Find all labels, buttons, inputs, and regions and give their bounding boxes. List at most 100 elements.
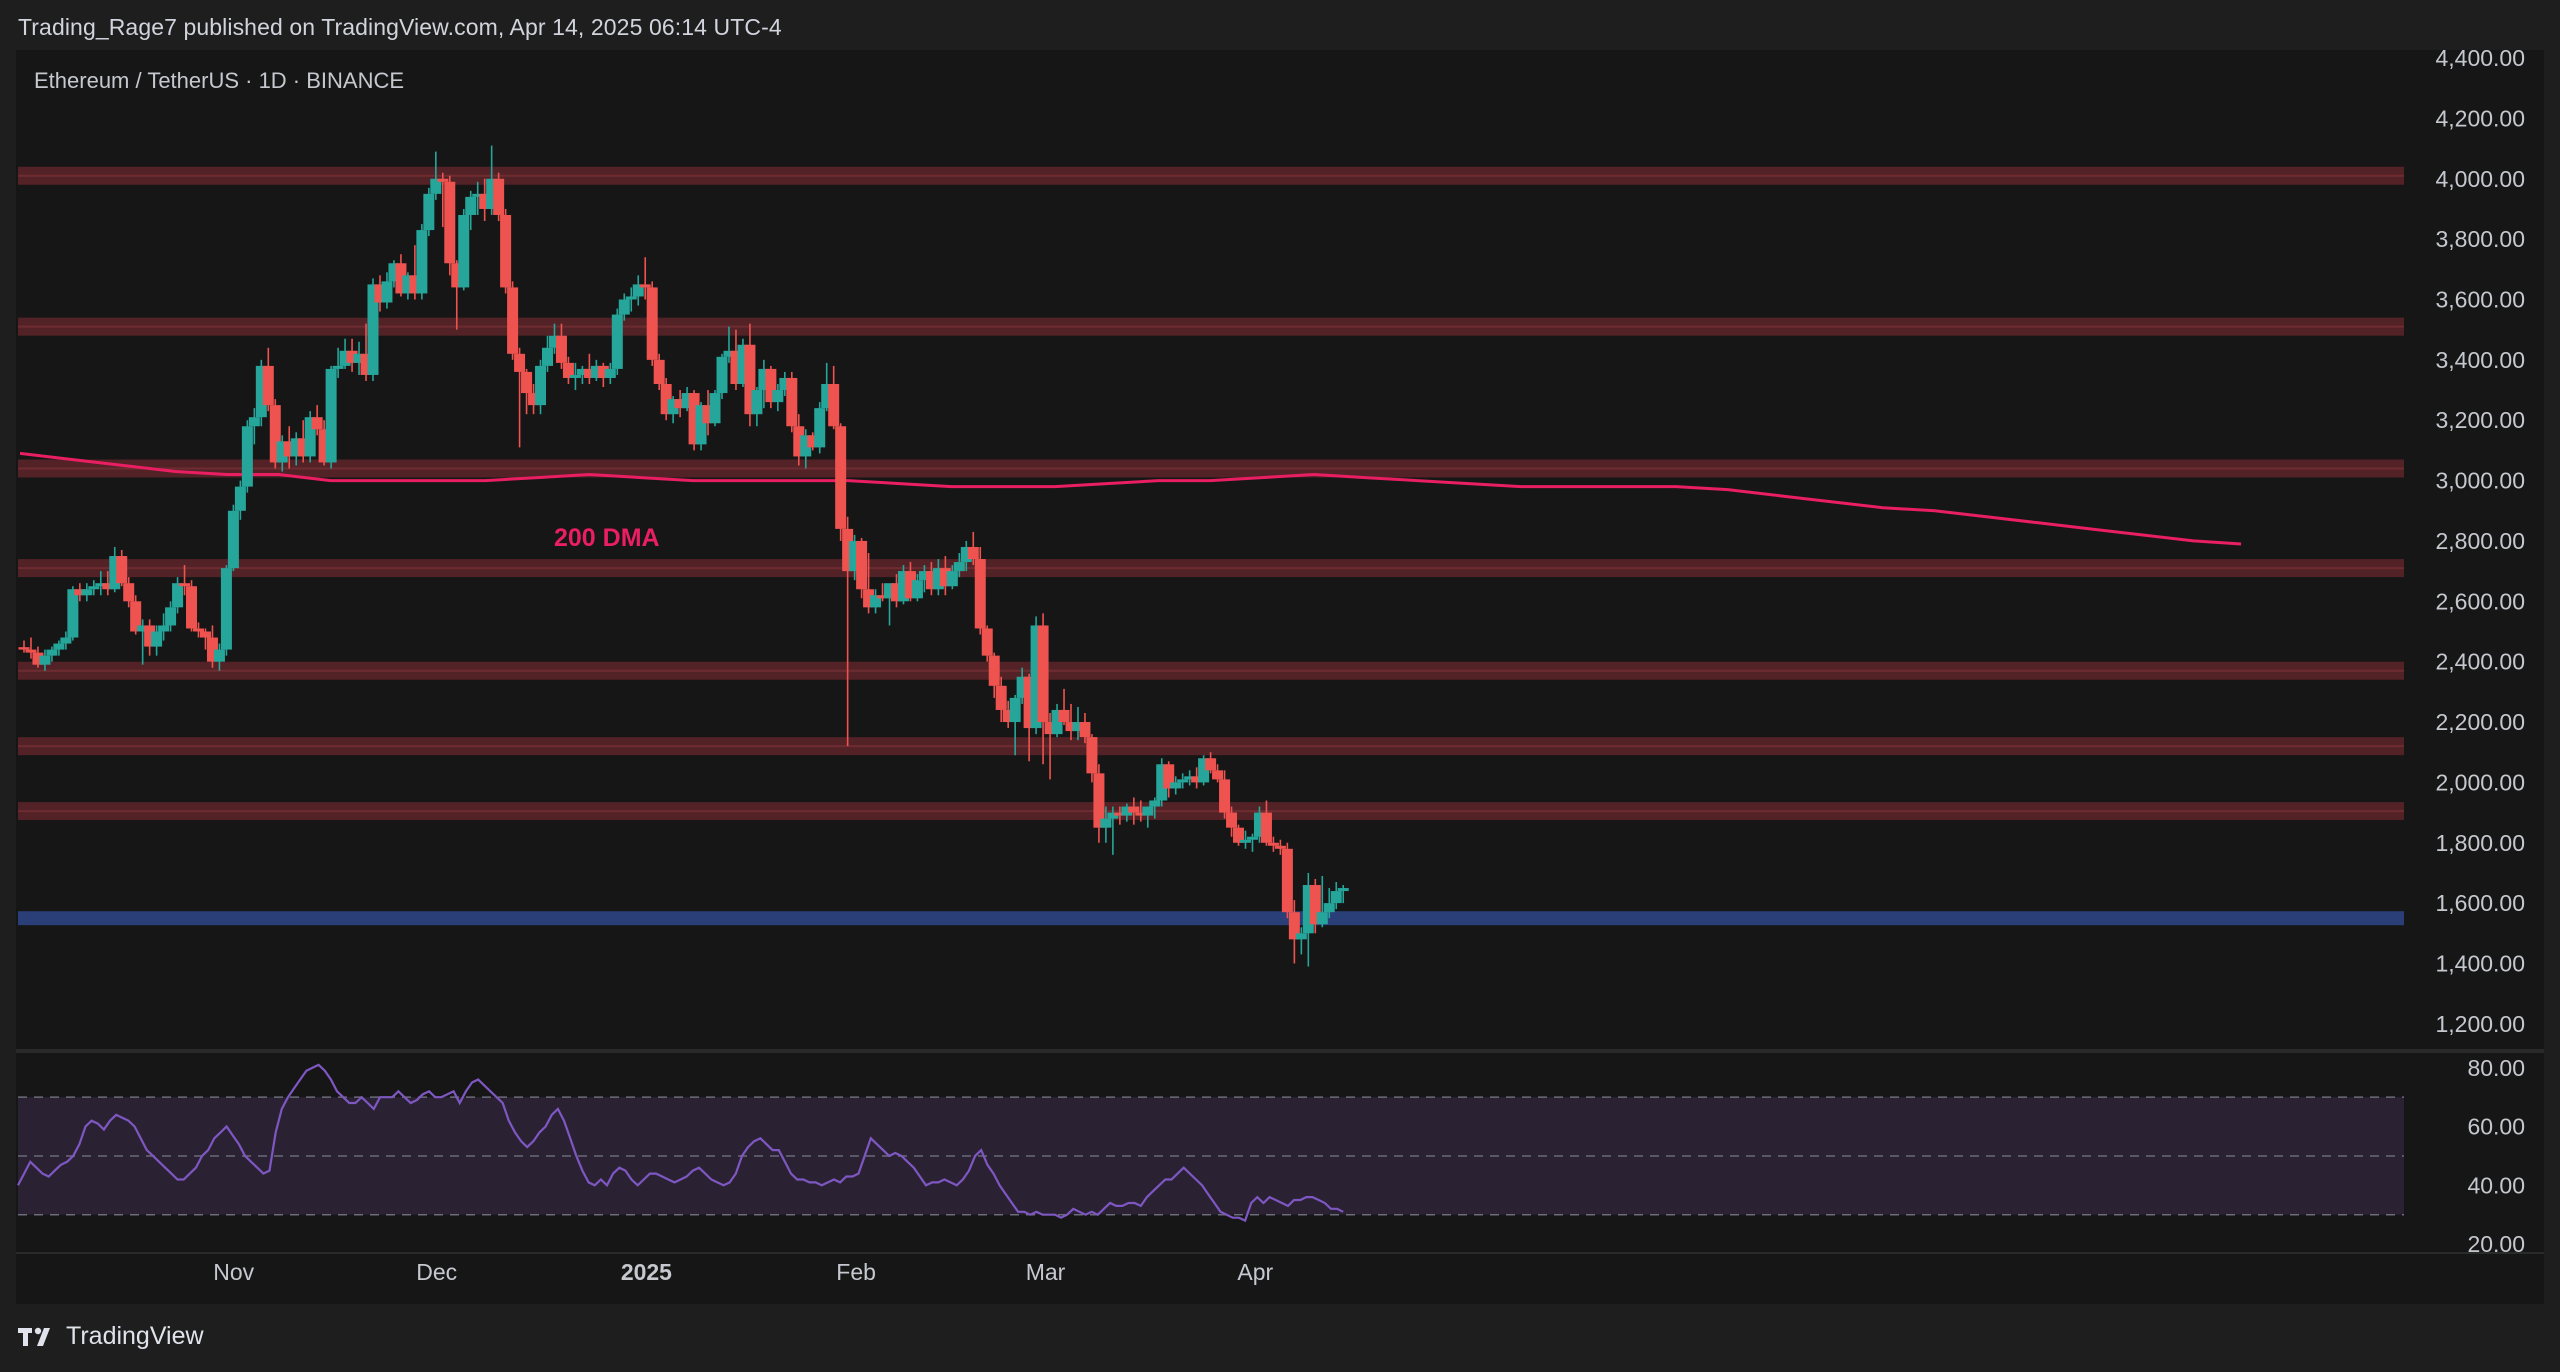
candle xyxy=(1163,761,1175,798)
candle xyxy=(1233,824,1245,846)
candle xyxy=(1072,706,1084,741)
axes-layer: 4,400.00 4,200.00 4,000.00 3,800.00 3,600.00… xyxy=(16,45,2544,1285)
candle xyxy=(709,390,721,427)
candle-body xyxy=(88,586,100,590)
candle-body xyxy=(604,368,616,378)
candle xyxy=(88,580,100,596)
candle xyxy=(172,577,184,614)
candle-body xyxy=(835,426,847,529)
candle xyxy=(1170,776,1182,795)
candle-body xyxy=(479,193,491,209)
candle xyxy=(765,365,777,409)
candle xyxy=(897,565,909,605)
candle xyxy=(130,595,142,635)
candle-body xyxy=(800,435,812,457)
candle xyxy=(576,365,588,384)
candle-body xyxy=(744,344,756,415)
candle-body xyxy=(32,652,44,665)
candle xyxy=(339,338,351,369)
candle xyxy=(688,390,700,451)
candle-body xyxy=(395,263,407,294)
candle xyxy=(548,323,560,354)
price-tick-label: 1,600.00 xyxy=(2435,890,2525,916)
candle-body xyxy=(186,586,198,629)
candle-body xyxy=(74,589,86,596)
candle xyxy=(1016,667,1028,704)
candle-body xyxy=(863,589,875,608)
candle-body xyxy=(765,368,777,403)
candle-body xyxy=(507,287,519,354)
candle xyxy=(25,637,37,659)
candle xyxy=(18,640,30,653)
candle xyxy=(611,308,623,375)
candle-body xyxy=(1219,779,1231,813)
candle xyxy=(702,390,714,436)
candle-body xyxy=(486,178,498,209)
candle-body xyxy=(46,649,58,656)
candle-body xyxy=(625,296,637,300)
price-tick-label: 3,000.00 xyxy=(2435,468,2525,494)
candle xyxy=(856,537,868,599)
candle-body xyxy=(325,368,337,463)
dma-200-layer xyxy=(19,451,2242,546)
candle xyxy=(332,347,344,378)
candle xyxy=(241,420,253,493)
candle xyxy=(681,387,693,412)
candle xyxy=(1023,673,1035,762)
candle xyxy=(367,278,379,381)
resistance-zones xyxy=(16,166,2544,1053)
candle xyxy=(227,504,239,572)
candle xyxy=(1051,703,1063,738)
pane-separator xyxy=(16,1049,2544,1053)
candle-body xyxy=(262,365,274,406)
candle-body xyxy=(925,571,937,590)
candle xyxy=(74,583,86,602)
candle-body xyxy=(367,284,379,375)
candle xyxy=(625,287,637,312)
candle-body xyxy=(193,628,204,632)
footer-brand[interactable]: TradingView xyxy=(18,1322,204,1351)
candle xyxy=(1274,839,1286,855)
candle-body xyxy=(793,426,805,457)
time-tick-label: Mar xyxy=(1026,1259,1066,1285)
candle xyxy=(1309,878,1321,934)
price-tick-label: 4,200.00 xyxy=(2435,105,2525,131)
candle-body xyxy=(1309,885,1321,925)
candle xyxy=(695,402,707,451)
candle xyxy=(290,432,302,466)
candle-body xyxy=(521,371,533,394)
candle-body xyxy=(891,583,902,602)
candle-body xyxy=(1065,722,1077,732)
candle xyxy=(423,187,435,237)
candle-body xyxy=(967,546,979,560)
candle xyxy=(353,341,365,375)
candle-body xyxy=(1149,800,1161,807)
time-tick-label: Nov xyxy=(213,1259,254,1285)
candle xyxy=(1149,797,1161,819)
candle xyxy=(318,420,330,466)
candle-body xyxy=(911,580,923,599)
candle xyxy=(346,338,358,372)
candle-body xyxy=(870,595,882,608)
candle-body xyxy=(1156,764,1168,801)
candle xyxy=(1226,806,1238,837)
candle-body xyxy=(67,589,79,638)
candle xyxy=(186,580,198,632)
price-tick-label: 1,400.00 xyxy=(2435,950,2525,976)
candle xyxy=(1037,613,1049,765)
candle-body xyxy=(716,356,728,394)
candle xyxy=(1198,755,1210,786)
candle xyxy=(590,359,602,381)
candle-body xyxy=(1184,776,1196,780)
candle-body xyxy=(1016,676,1028,698)
candle xyxy=(1177,773,1189,789)
candle-body xyxy=(1288,912,1300,940)
candle xyxy=(772,384,784,412)
candle-body xyxy=(353,353,365,363)
candle-body xyxy=(39,655,51,665)
candle xyxy=(472,181,484,215)
candle xyxy=(458,208,470,291)
candle xyxy=(1128,797,1140,825)
candle xyxy=(493,172,505,222)
